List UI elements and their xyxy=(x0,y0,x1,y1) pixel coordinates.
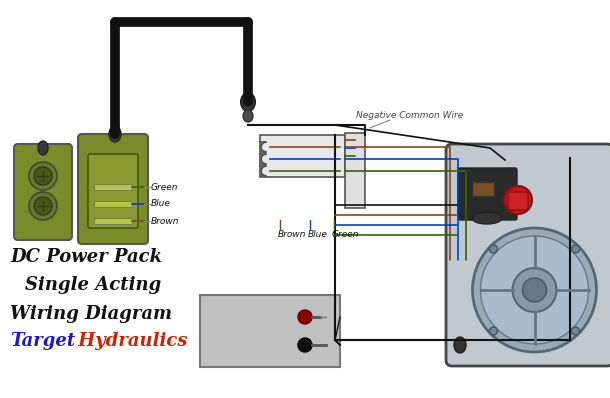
Bar xyxy=(94,184,132,190)
FancyBboxPatch shape xyxy=(88,154,138,228)
Circle shape xyxy=(298,310,312,324)
Bar xyxy=(472,182,494,196)
FancyBboxPatch shape xyxy=(458,168,517,220)
Ellipse shape xyxy=(241,93,255,111)
Ellipse shape xyxy=(243,110,253,122)
Circle shape xyxy=(572,245,580,253)
Ellipse shape xyxy=(472,212,502,224)
FancyBboxPatch shape xyxy=(14,144,72,240)
Circle shape xyxy=(523,278,547,302)
Circle shape xyxy=(29,192,57,220)
Circle shape xyxy=(504,186,532,214)
Text: Blue: Blue xyxy=(151,199,171,209)
Text: Green: Green xyxy=(151,183,179,191)
FancyBboxPatch shape xyxy=(78,134,148,244)
Text: Brown: Brown xyxy=(278,230,306,239)
Circle shape xyxy=(473,228,597,352)
Text: DC Power Pack: DC Power Pack xyxy=(10,248,162,266)
Circle shape xyxy=(510,192,526,208)
FancyBboxPatch shape xyxy=(446,144,610,366)
Circle shape xyxy=(29,162,57,190)
Circle shape xyxy=(481,236,589,344)
Text: Blue: Blue xyxy=(308,230,328,239)
Text: Wiring Diagram: Wiring Diagram xyxy=(10,305,172,323)
FancyBboxPatch shape xyxy=(508,192,528,210)
Text: Brown: Brown xyxy=(151,217,179,226)
Circle shape xyxy=(34,197,52,215)
Bar xyxy=(94,218,132,224)
Text: Target: Target xyxy=(10,332,75,350)
Circle shape xyxy=(572,327,580,335)
Circle shape xyxy=(512,268,556,312)
Bar xyxy=(94,201,132,207)
Bar xyxy=(345,133,365,208)
Bar xyxy=(260,135,345,177)
Text: Single Acting: Single Acting xyxy=(25,276,161,294)
Text: Negative Common Wire: Negative Common Wire xyxy=(356,111,464,120)
Ellipse shape xyxy=(38,141,48,155)
Bar xyxy=(200,295,340,367)
Circle shape xyxy=(489,327,498,335)
Circle shape xyxy=(489,245,498,253)
Ellipse shape xyxy=(109,126,121,142)
Ellipse shape xyxy=(454,337,466,353)
Text: Hydraulics: Hydraulics xyxy=(72,332,187,350)
Text: Green: Green xyxy=(332,230,359,239)
Circle shape xyxy=(298,338,312,352)
Circle shape xyxy=(34,167,52,185)
